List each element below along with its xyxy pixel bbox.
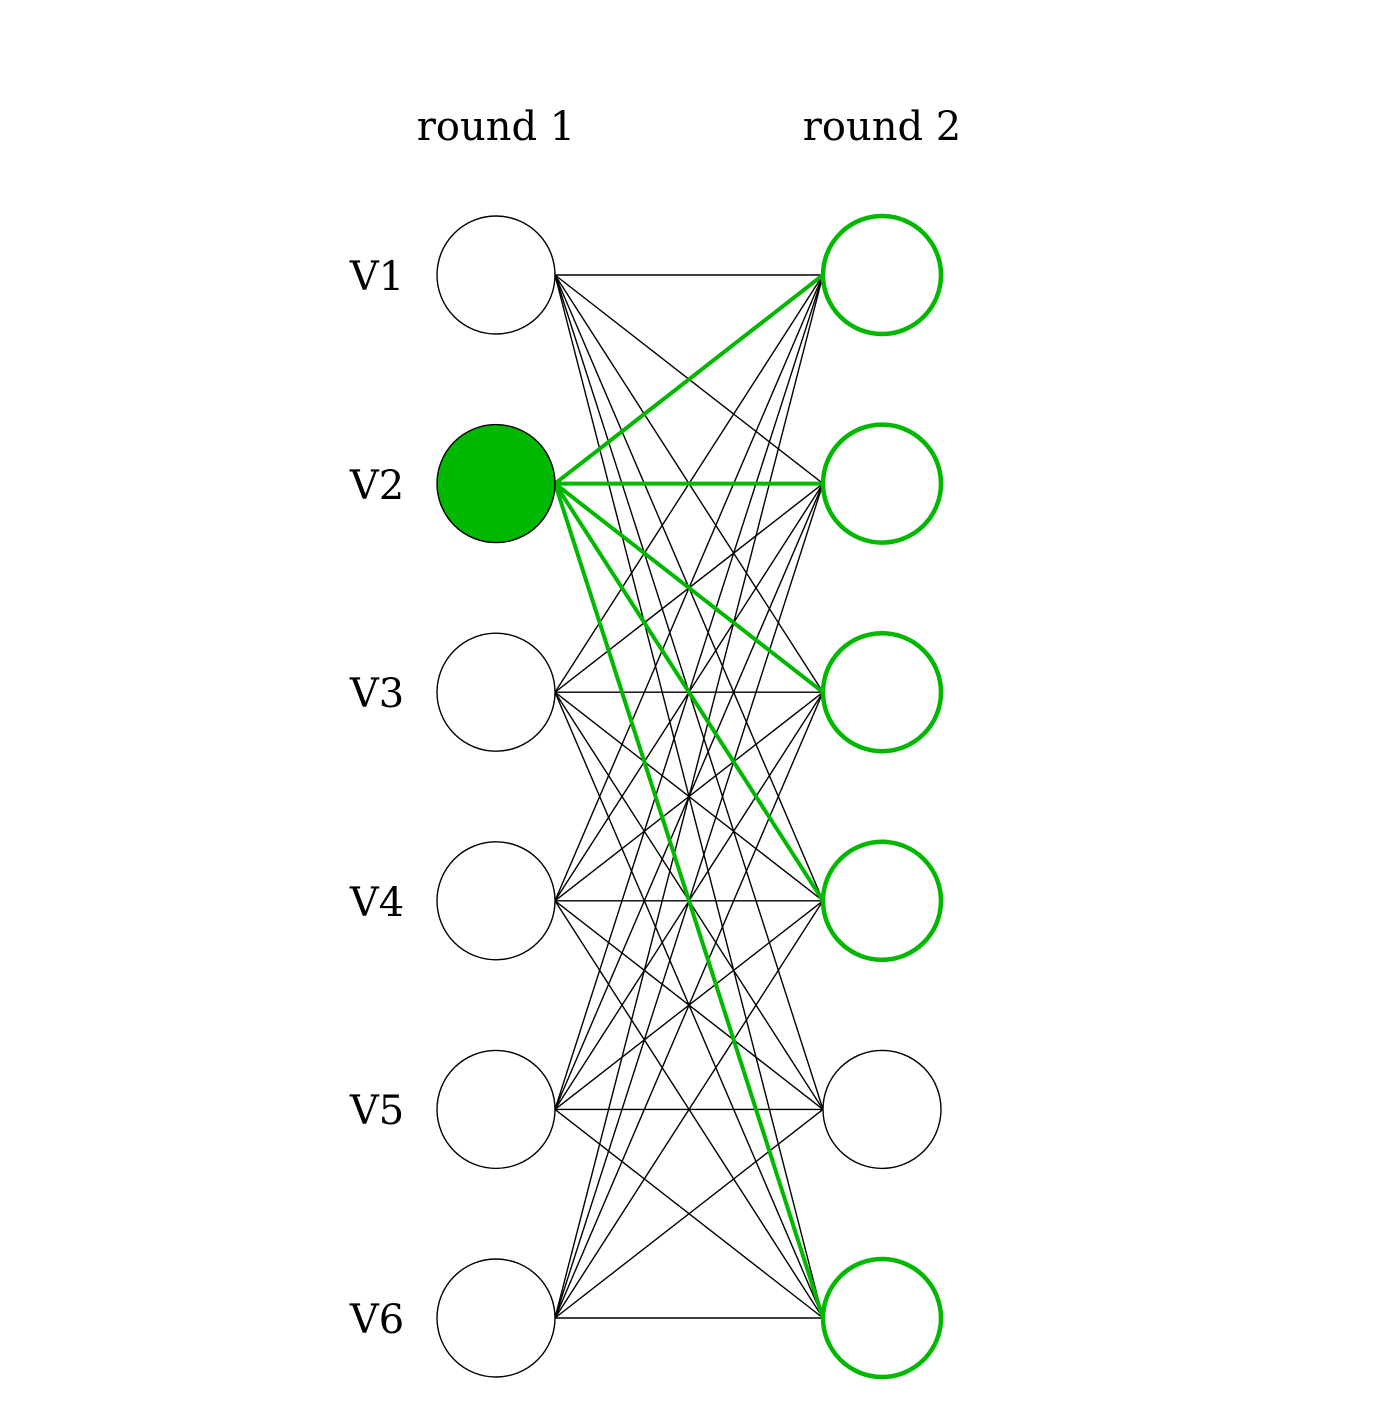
- edge-v6-v5: [554, 1108, 824, 1319]
- row-label-v5: V5: [349, 1088, 404, 1134]
- round2-node-v4: [820, 839, 944, 963]
- row-label-v6: V6: [349, 1297, 404, 1343]
- column-title-round-1: round 1: [417, 104, 576, 150]
- nodes-layer: [436, 213, 944, 1380]
- round2-node-v6: [820, 1256, 944, 1380]
- edge-v2-v4: [553, 482, 825, 902]
- column-title-round-2: round 2: [803, 104, 962, 150]
- row-label-v2: V2: [349, 463, 404, 509]
- edge-v6-v1: [554, 274, 824, 1319]
- round2-node-v5: [822, 1049, 942, 1170]
- round2-node-v1: [820, 213, 944, 337]
- edge-v6-v4: [554, 900, 824, 1319]
- row-label-v1: V1: [349, 254, 404, 300]
- round1-node-v4: [436, 841, 556, 961]
- round1-node-v1: [436, 215, 556, 335]
- labels-layer: round 1 round 2 V1 V2 V3 V4 V5 V6: [349, 104, 961, 1343]
- round2-node-v3: [820, 630, 944, 754]
- edge-v2-v1: [553, 273, 825, 486]
- row-label-v3: V3: [349, 671, 404, 717]
- edge-v6-v3: [554, 691, 824, 1319]
- edges-layer: [553, 273, 825, 1319]
- edge-v2-v3: [553, 482, 825, 694]
- round1-node-v3: [436, 632, 556, 752]
- round1-node-v6: [436, 1258, 556, 1378]
- edge-v2-v6: [553, 482, 825, 1319]
- round1-node-v2: [436, 423, 556, 544]
- round2-node-v2: [820, 422, 944, 545]
- round1-node-v5: [436, 1049, 556, 1170]
- row-label-v4: V4: [349, 880, 404, 926]
